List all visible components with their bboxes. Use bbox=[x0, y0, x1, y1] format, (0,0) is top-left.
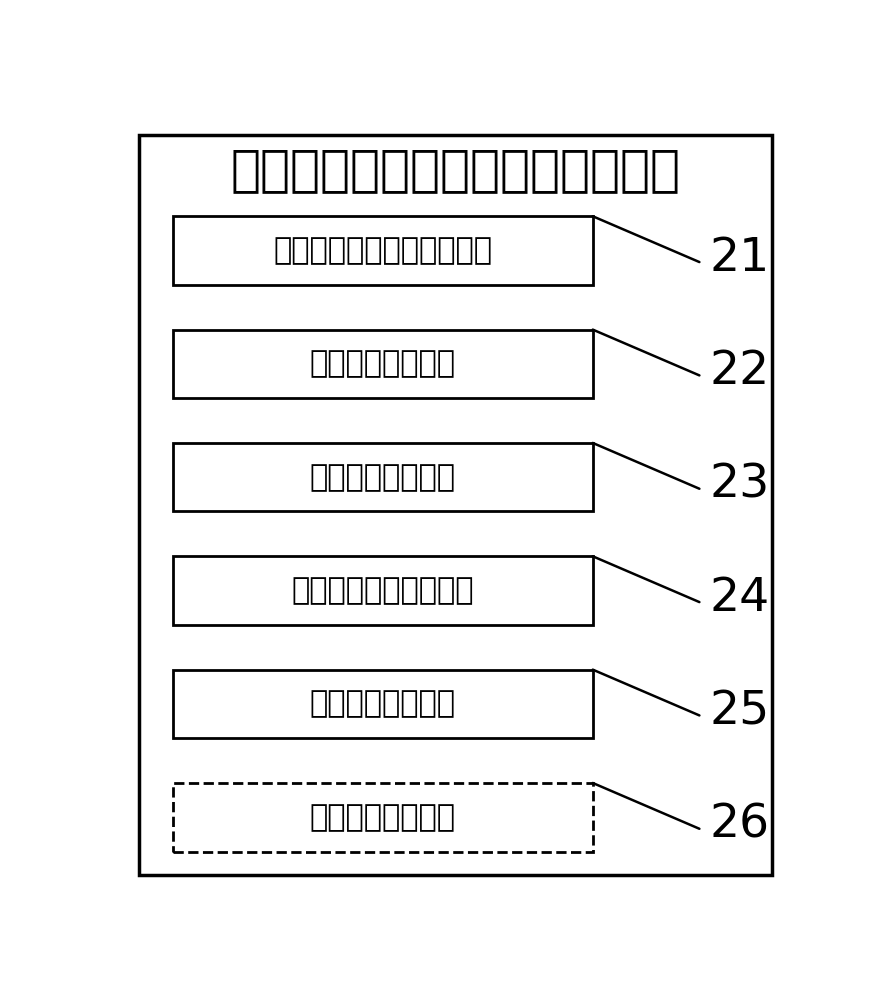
Text: 地层压力确定模型构建模块: 地层压力确定模型构建模块 bbox=[274, 236, 492, 265]
Text: 23: 23 bbox=[710, 462, 770, 507]
Text: 无阻流量确定模块: 无阻流量确定模块 bbox=[310, 803, 456, 832]
Text: 26: 26 bbox=[710, 802, 770, 847]
Text: 生产数据获取模块: 生产数据获取模块 bbox=[310, 349, 456, 378]
Bar bbox=[173, 443, 593, 511]
Bar bbox=[173, 330, 593, 398]
Bar bbox=[173, 216, 593, 285]
Bar bbox=[173, 670, 593, 738]
Text: 地层压力变化确定模块: 地层压力变化确定模块 bbox=[291, 576, 474, 605]
Bar bbox=[173, 783, 593, 851]
Text: 油嘴尺寸确定模块: 油嘴尺寸确定模块 bbox=[310, 689, 456, 718]
Text: 24: 24 bbox=[710, 576, 770, 621]
Text: 地层参数获取模块: 地层参数获取模块 bbox=[310, 463, 456, 492]
Text: 22: 22 bbox=[710, 349, 770, 394]
Text: 21: 21 bbox=[710, 236, 770, 281]
Text: 25: 25 bbox=[710, 689, 770, 734]
Bar bbox=[173, 556, 593, 625]
Text: 自喷页岩气试气工作制度优化系统: 自喷页岩气试气工作制度优化系统 bbox=[230, 146, 680, 194]
